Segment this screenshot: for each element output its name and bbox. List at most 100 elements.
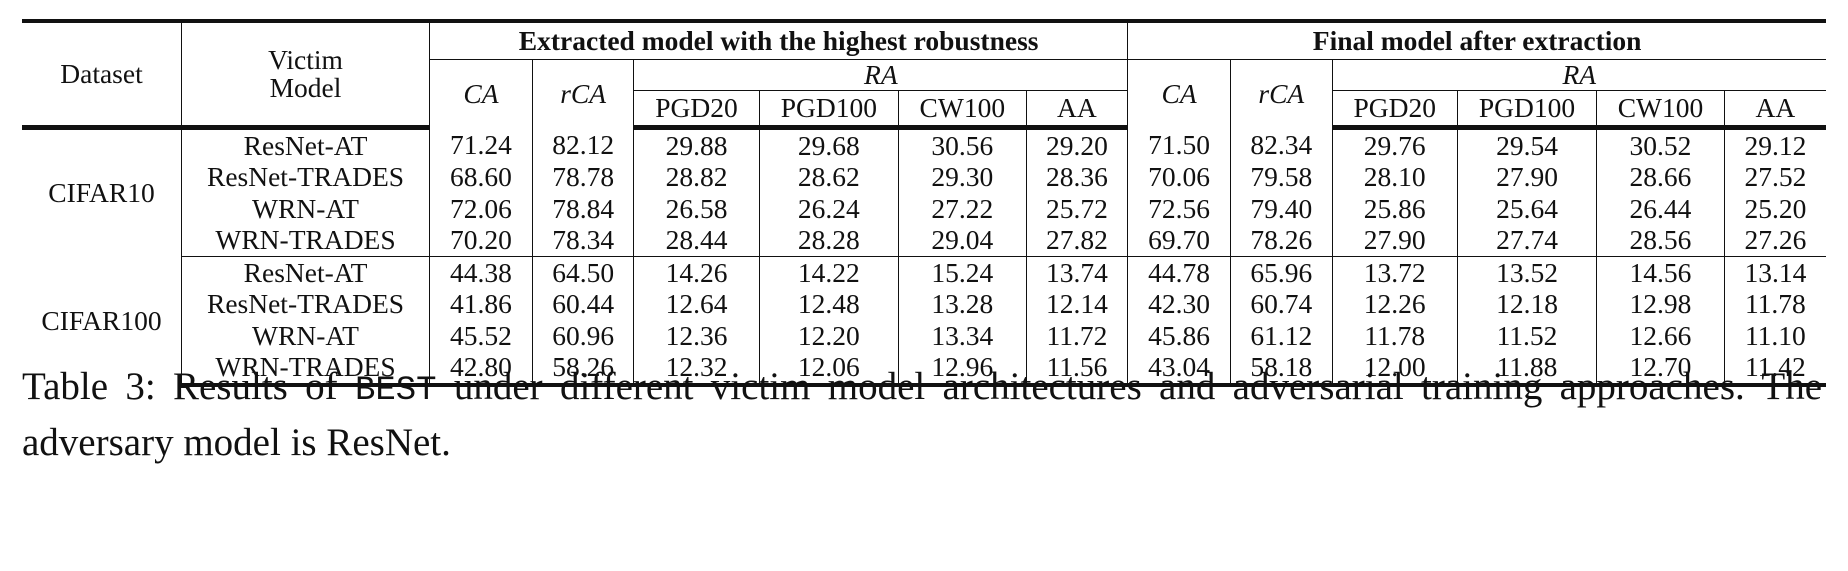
value-cell: 25.64 (1457, 193, 1598, 225)
value-cell: 82.12 (532, 127, 635, 162)
value-cell: 12.18 (1457, 288, 1598, 320)
victim-header-line2: Model (269, 72, 342, 103)
value-cell: 14.26 (633, 256, 760, 289)
value-cell: 12.64 (633, 288, 760, 320)
attack-header-pgd20: PGD20 (633, 90, 760, 130)
table-row: WRN-TRADES 42.80 58.26 12.32 12.06 12.96 11.56… (22, 351, 1826, 387)
value-cell: 13.14 (1744, 256, 1807, 288)
value-cell: 44.38 (429, 256, 533, 289)
value-cell: 25.20 (1744, 192, 1807, 224)
value-cell: 29.12 (1744, 129, 1807, 161)
table-row: WRN-AT 72.06 78.84 26.58 26.24 27.22 25.72 72.5… (22, 193, 1826, 225)
value-cell: 41.86 (429, 288, 533, 320)
value-cell: 71.24 (429, 127, 533, 162)
value-cell: 12.00 (1332, 351, 1458, 387)
value-cell: 13.52 (1457, 256, 1598, 289)
value-cell: 61.12 (1230, 320, 1333, 352)
dataset-group: CIFAR10 ResNet-AT 71.24 82.12 29.88 29.68 30.5… (22, 127, 1826, 257)
value-cell: 69.70 (1127, 224, 1231, 257)
value-cell: 28.36 (1026, 161, 1129, 193)
value-cell: 58.26 (532, 351, 635, 387)
value-cell: 13.74 (1026, 256, 1129, 289)
value-cell: 13.34 (898, 320, 1027, 352)
value-cell: 25.86 (1332, 193, 1458, 225)
ra-header: RA (1332, 59, 1826, 91)
value-cell: 28.82 (633, 161, 760, 193)
attack-header-aa: AA (1026, 90, 1129, 130)
group-header-final: Final model after extraction (1127, 21, 1826, 60)
value-cell: 78.84 (532, 193, 635, 225)
ra-header: RA (633, 59, 1129, 91)
value-cell: 29.20 (1026, 127, 1129, 162)
ca-header: CA (429, 59, 533, 128)
value-cell: 29.68 (759, 127, 900, 162)
attack-header-cw100: CW100 (1596, 90, 1725, 130)
value-cell: 60.44 (532, 288, 635, 320)
value-cell: 25.72 (1026, 193, 1129, 225)
value-cell: 14.56 (1596, 256, 1725, 289)
value-cell: 27.22 (898, 193, 1027, 225)
value-cell: 12.14 (1026, 288, 1129, 320)
victim-model-cell: ResNet-AT (181, 127, 431, 162)
results-table: Dataset Victim Model Extracted model wit… (22, 19, 1826, 387)
victim-header-line1: Victim (268, 44, 343, 75)
value-cell: 29.30 (898, 161, 1027, 193)
value-cell: 27.90 (1332, 224, 1458, 257)
value-cell: 11.42 (1724, 351, 1826, 387)
victim-model-cell: WRN-TRADES (181, 351, 431, 387)
value-cell: 29.76 (1332, 127, 1458, 162)
table-caption: Table 3: Results of BEST under different… (22, 361, 1822, 469)
value-cell: 79.40 (1230, 193, 1333, 225)
value-cell: 42.80 (429, 351, 533, 387)
value-cell: 28.28 (759, 224, 900, 257)
value-cell: 28.66 (1596, 161, 1725, 193)
table-header: Dataset Victim Model Extracted model wit… (22, 21, 1826, 130)
value-cell: 11.78 (1332, 320, 1458, 352)
dataset-header: Dataset (22, 21, 182, 130)
value-cell: 44.78 (1127, 256, 1231, 289)
value-cell: 72.06 (429, 193, 533, 225)
victim-model-cell: WRN-AT (181, 320, 431, 352)
value-cell: 12.70 (1596, 351, 1725, 387)
value-cell: 12.32 (633, 351, 760, 387)
attack-header-pgd100: PGD100 (759, 90, 900, 130)
attack-header-cw100: CW100 (898, 90, 1027, 130)
table-row: CIFAR100 ResNet-AT 44.38 64.50 14.26 14.22 15.… (22, 256, 1826, 385)
victim-model-cell: ResNet-TRADES (181, 161, 431, 193)
group-header-extracted: Extracted model with the highest robustn… (429, 21, 1129, 60)
value-cell: 11.52 (1457, 320, 1598, 352)
value-cell: 28.56 (1596, 224, 1725, 257)
caption-method: BEST (354, 372, 437, 410)
value-cell: 60.96 (532, 320, 635, 352)
table-row: CIFAR10 ResNet-AT 71.24 82.12 29.88 29.68 30.5… (22, 127, 1826, 257)
value-cell: 58.18 (1230, 351, 1333, 387)
caption-suffix: under different victim model architectur… (22, 365, 1823, 464)
value-cell: 12.20 (759, 320, 900, 352)
value-cell: 71.50 (1127, 127, 1231, 162)
value-cell: 27.74 (1457, 224, 1598, 257)
value-cell: 64.50 (532, 256, 635, 289)
attack-header-pgd100: PGD100 (1457, 90, 1598, 130)
value-cell: 12.06 (759, 351, 900, 387)
value-cell: 29.88 (633, 127, 760, 162)
value-cell: 82.34 (1230, 127, 1333, 162)
value-cell: 27.52 (1744, 161, 1807, 193)
value-cell: 12.98 (1596, 288, 1725, 320)
value-cell: 26.58 (633, 193, 760, 225)
value-cell: 78.78 (532, 161, 635, 193)
value-cell: 11.78 (1744, 288, 1806, 320)
value-cell: 70.06 (1127, 161, 1231, 193)
value-cell: 26.44 (1596, 193, 1725, 225)
value-cell: 43.04 (1127, 351, 1231, 387)
dataset-cell: CIFAR100 (22, 256, 182, 385)
attack-header-pgd20: PGD20 (1332, 90, 1458, 130)
table-row: WRN-TRADES 70.20 78.34 28.44 28.28 29.04 27.82… (22, 224, 1826, 257)
value-cell: 11.10 (1744, 319, 1806, 351)
value-cell: 13.72 (1332, 256, 1458, 289)
value-cell: 26.24 (759, 193, 900, 225)
value-cell: 79.58 (1230, 161, 1333, 193)
value-cell: 11.72 (1026, 320, 1129, 352)
value-cell: 29.54 (1457, 127, 1598, 162)
value-cell: 12.26 (1332, 288, 1458, 320)
dataset-group: CIFAR100 ResNet-AT 44.38 64.50 14.26 14.22 15.… (22, 256, 1826, 387)
